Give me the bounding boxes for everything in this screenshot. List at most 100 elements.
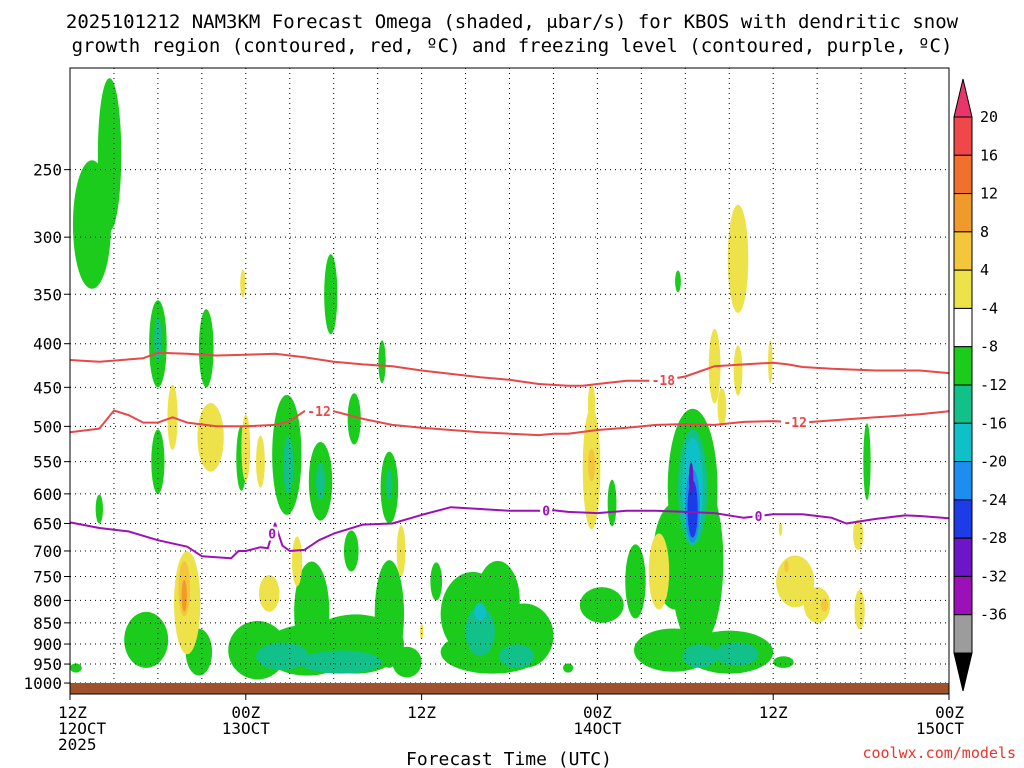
y-tick-label-2: 350: [33, 285, 62, 304]
omega-region-83: [778, 522, 783, 536]
colorbar-label-11: -28: [980, 529, 1007, 547]
omega-region-63: [396, 525, 406, 577]
y-tick-label-3: 400: [33, 335, 62, 354]
colorbar-label-8: -16: [980, 414, 1007, 432]
omega-region-71: [648, 533, 670, 610]
colorbar-segment-8: [953, 422, 973, 463]
contour-label-1-0: -12: [307, 405, 330, 420]
y-tick-label-6: 550: [33, 453, 62, 472]
omega-region-18: [607, 479, 617, 527]
omega-region-16: [386, 468, 393, 500]
colorbar-label-9: -20: [980, 453, 1007, 471]
chart-title-line2: growth region (contoured, red, ºC) and f…: [72, 35, 953, 57]
omega-region-76: [768, 340, 773, 384]
omega-region-49: [863, 423, 871, 500]
omega-region-82: [853, 519, 864, 550]
y-tick-label-13: 900: [33, 635, 62, 654]
omega-region-6: [378, 340, 386, 384]
omega-region-1: [97, 78, 122, 231]
omega-region-74: [727, 204, 749, 313]
colorbar-bottom-arrow: [953, 652, 973, 692]
x-tick-label-3-1: 14OCT: [573, 719, 622, 738]
y-tick-label-1: 300: [33, 228, 62, 247]
omega-region-48: [773, 656, 794, 668]
omega-region-79: [820, 598, 829, 612]
colorbar-segment-11: [953, 537, 973, 577]
omega-region-45: [682, 644, 718, 668]
contour-label-2-1: 0: [542, 504, 550, 519]
omega-region-78: [803, 587, 831, 623]
omega-region-14: [343, 530, 359, 572]
y-tick-label-9: 700: [33, 542, 62, 561]
colorbar-segment-6: [953, 346, 973, 386]
colorbar-segment-9: [953, 461, 973, 501]
contour-label-bg-2-0: [266, 526, 279, 541]
colorbar-segment-4: [953, 269, 973, 309]
omega-region-19: [124, 611, 169, 668]
x-tick-label-5-0: 00Z: [935, 703, 964, 722]
colorbar-label-7: -12: [980, 376, 1007, 394]
colorbar-label-2: 12: [980, 185, 998, 203]
y-tick-label-15: 1000: [23, 674, 62, 693]
y-tick-label-12: 850: [33, 614, 62, 633]
colorbar-label-6: -8: [980, 338, 998, 356]
omega-region-58: [197, 402, 224, 472]
x-tick-label-2-0: 12Z: [407, 703, 436, 722]
colorbar-segment-3: [953, 231, 973, 271]
omega-region-27: [392, 646, 422, 678]
omega-region-59: [241, 414, 251, 482]
y-tick-label-14: 950: [33, 655, 62, 674]
y-tick-label-10: 750: [33, 568, 62, 587]
omega-region-64: [419, 623, 424, 640]
x-tick-label-0-2: 2025: [58, 735, 97, 754]
y-tick-label-8: 650: [33, 515, 62, 534]
omega-region-73: [717, 388, 727, 427]
omega-region-37: [474, 602, 487, 621]
omega-region-10: [283, 436, 294, 494]
x-tick-label-4-0: 12Z: [759, 703, 788, 722]
omega-region-35: [465, 606, 495, 657]
x-tick-label-0-0: 12Z: [58, 703, 87, 722]
contour-1: [70, 409, 949, 437]
omega-region-69: [587, 448, 596, 482]
y-tick-label-11: 800: [33, 591, 62, 610]
contour-2: [70, 506, 949, 560]
contour-label-bg-1-1: [781, 415, 810, 430]
omega-region-33: [430, 562, 443, 601]
omega-region-40: [625, 544, 646, 619]
colorbar-segment-5: [953, 307, 973, 348]
omega-region-81: [854, 589, 865, 630]
contour-label-bg-0-0: [649, 372, 678, 387]
contour-label-bg-1-0: [305, 404, 334, 419]
plot-frame: [69, 67, 950, 695]
colorbar-label-3: 8: [980, 223, 989, 241]
contour-labels: -18 -12 -12 0 0 0: [266, 372, 810, 543]
colorbar-label-10: -24: [980, 491, 1007, 509]
chart-title-line1: 2025101212 NAM3KM Forecast Omega (shaded…: [66, 11, 959, 33]
x-tick-label-5-1: 15OCT: [916, 719, 965, 738]
contour-0: [70, 351, 949, 387]
omega-region-46: [714, 642, 759, 667]
contour-lines: [70, 351, 949, 560]
contour-label-bg-2-2: [752, 509, 765, 524]
y-tick-label-7: 600: [33, 485, 62, 504]
colorbar-segment-0: [953, 116, 973, 156]
x-tick-label-3-0: 00Z: [583, 703, 612, 722]
colorbar-segment-12: [953, 575, 973, 616]
colorbar-segment-2: [953, 193, 973, 233]
y-tick-label-4: 450: [33, 378, 62, 397]
omega-region-75: [733, 345, 743, 396]
contour-label-1-1: -12: [783, 416, 806, 431]
omega-region-55: [688, 462, 694, 494]
omega-region-38: [562, 663, 574, 673]
omega-region-7: [151, 429, 165, 494]
x-tick-label-1-0: 00Z: [231, 703, 260, 722]
colorbar-label-12: -32: [980, 567, 1007, 585]
omega-region-67: [181, 579, 187, 612]
x-tick-label-0-1: 12OCT: [58, 719, 107, 738]
omega-region-80: [784, 560, 789, 573]
colorbar-segment-7: [953, 384, 973, 424]
colorbar-segment-1: [953, 154, 973, 195]
